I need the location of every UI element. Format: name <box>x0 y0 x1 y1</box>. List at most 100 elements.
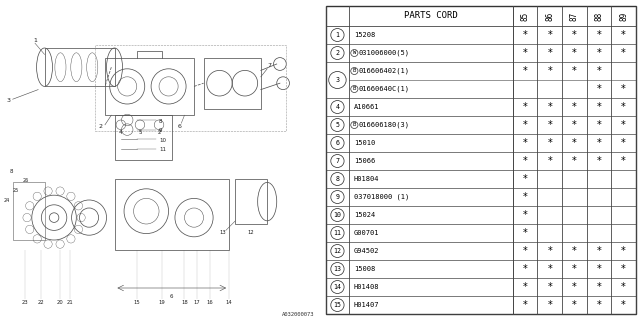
Text: *: * <box>547 138 552 148</box>
Text: 8: 8 <box>10 169 13 174</box>
Text: *: * <box>547 30 552 40</box>
Text: 15010: 15010 <box>354 140 375 146</box>
Text: 8: 8 <box>335 176 339 182</box>
Text: *: * <box>547 282 552 292</box>
Text: 17: 17 <box>194 300 200 305</box>
Text: 4: 4 <box>335 104 339 110</box>
Text: *: * <box>523 246 527 256</box>
Text: 2: 2 <box>99 124 102 129</box>
Text: A032000073: A032000073 <box>282 312 315 317</box>
Text: A10661: A10661 <box>354 104 380 110</box>
Text: *: * <box>621 264 626 274</box>
Text: *: * <box>596 120 602 130</box>
Text: 15024: 15024 <box>354 212 375 218</box>
Text: 12: 12 <box>333 248 341 254</box>
Text: *: * <box>621 138 626 148</box>
Text: B: B <box>353 123 356 127</box>
Text: 2: 2 <box>157 130 161 135</box>
Text: *: * <box>596 264 602 274</box>
Text: *: * <box>596 156 602 166</box>
Text: 19: 19 <box>159 300 166 305</box>
Text: *: * <box>596 246 602 256</box>
Text: *: * <box>547 246 552 256</box>
Text: *: * <box>523 282 527 292</box>
Text: *: * <box>572 138 577 148</box>
Text: *: * <box>572 30 577 40</box>
Text: 24: 24 <box>3 197 10 203</box>
Text: W: W <box>353 51 356 55</box>
Bar <box>105 58 194 115</box>
Text: 14: 14 <box>333 284 341 290</box>
Text: 26: 26 <box>22 179 29 183</box>
Bar <box>115 179 229 250</box>
Text: 3: 3 <box>6 98 10 103</box>
Text: *: * <box>596 48 602 58</box>
Text: *: * <box>523 138 527 148</box>
Text: *: * <box>596 300 602 310</box>
Text: 20: 20 <box>57 300 64 305</box>
Text: *: * <box>523 48 527 58</box>
Text: *: * <box>572 102 577 112</box>
Bar <box>204 58 261 109</box>
Text: 1: 1 <box>335 32 339 38</box>
Text: *: * <box>523 66 527 76</box>
Text: H01804: H01804 <box>354 176 380 182</box>
Text: H01407: H01407 <box>354 302 380 308</box>
Text: *: * <box>572 66 577 76</box>
Text: 14: 14 <box>226 300 232 305</box>
Text: *: * <box>523 192 527 202</box>
Text: *: * <box>596 282 602 292</box>
Text: *: * <box>596 138 602 148</box>
Text: *: * <box>621 246 626 256</box>
Text: 85: 85 <box>520 12 530 20</box>
Text: *: * <box>547 300 552 310</box>
Text: 15: 15 <box>133 300 140 305</box>
Text: *: * <box>523 156 527 166</box>
Text: 7: 7 <box>335 158 339 164</box>
Text: *: * <box>621 156 626 166</box>
Text: *: * <box>621 30 626 40</box>
Text: 016606402(1): 016606402(1) <box>359 68 410 74</box>
Text: *: * <box>621 300 626 310</box>
Text: *: * <box>547 156 552 166</box>
Text: 7: 7 <box>267 63 271 68</box>
Text: *: * <box>523 120 527 130</box>
Text: *: * <box>523 228 527 238</box>
Text: 2: 2 <box>335 50 339 56</box>
Text: B: B <box>353 68 356 74</box>
Text: *: * <box>572 120 577 130</box>
Text: 21: 21 <box>67 300 74 305</box>
Text: *: * <box>547 264 552 274</box>
Text: 15: 15 <box>333 302 341 308</box>
Text: 10: 10 <box>159 138 166 143</box>
Text: *: * <box>621 102 626 112</box>
Text: *: * <box>547 102 552 112</box>
Text: B: B <box>353 86 356 92</box>
Text: 23: 23 <box>22 300 29 305</box>
Text: *: * <box>572 300 577 310</box>
Text: G00701: G00701 <box>354 230 380 236</box>
Text: 6: 6 <box>335 140 339 146</box>
Text: 87: 87 <box>570 12 579 20</box>
Text: *: * <box>596 30 602 40</box>
Text: 4: 4 <box>119 130 123 135</box>
Text: G94502: G94502 <box>354 248 380 254</box>
Text: *: * <box>621 120 626 130</box>
Text: 016606180(3): 016606180(3) <box>359 122 410 128</box>
Text: 86: 86 <box>545 12 554 20</box>
Text: 5: 5 <box>335 122 339 128</box>
Text: 13: 13 <box>333 266 341 272</box>
Text: *: * <box>572 48 577 58</box>
Text: *: * <box>621 48 626 58</box>
Text: *: * <box>596 84 602 94</box>
Text: PARTS CORD: PARTS CORD <box>404 12 458 20</box>
Text: *: * <box>523 30 527 40</box>
Text: *: * <box>547 120 552 130</box>
Text: 25: 25 <box>13 188 19 193</box>
Text: H01408: H01408 <box>354 284 380 290</box>
Text: *: * <box>572 264 577 274</box>
Text: 6: 6 <box>178 124 182 129</box>
Bar <box>236 179 267 224</box>
Text: 15008: 15008 <box>354 266 375 272</box>
Text: 18: 18 <box>181 300 188 305</box>
